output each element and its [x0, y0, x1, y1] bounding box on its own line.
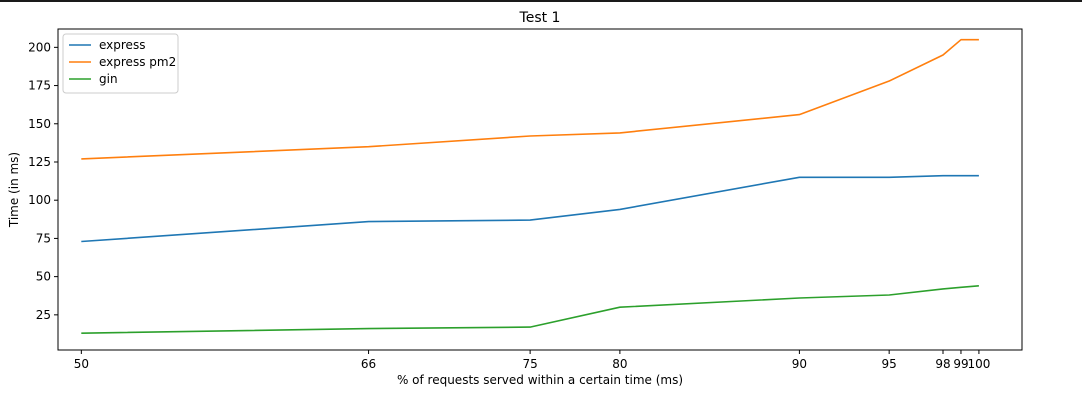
x-tick-label: 66 — [361, 357, 376, 371]
series-line-gin — [81, 285, 979, 334]
y-tick-label: 75 — [36, 231, 51, 245]
x-axis-label: % of requests served within a certain ti… — [397, 373, 683, 387]
series-line-express-pm2 — [81, 38, 979, 160]
legend-label: express — [99, 38, 145, 52]
y-tick-label: 150 — [28, 117, 51, 131]
x-tick-label: 99 — [953, 357, 968, 371]
x-tick-label: 90 — [792, 357, 807, 371]
x-tick-label: 100 — [967, 357, 990, 371]
series-line-express — [81, 174, 979, 243]
y-tick-label: 25 — [36, 308, 51, 322]
plot-area — [57, 28, 1023, 351]
plot-frame — [57, 28, 1023, 351]
legend-label: express pm2 — [99, 55, 176, 69]
legend-box — [62, 33, 179, 94]
x-tick-label: 80 — [612, 357, 627, 371]
y-axis-label: Time (in ms) — [7, 152, 21, 228]
y-tick-label: 125 — [28, 155, 51, 169]
y-tick-label: 50 — [36, 270, 51, 284]
x-tick-label: 98 — [935, 357, 950, 371]
legend: express express pm2 gin — [62, 33, 179, 94]
y-tick-label: 200 — [28, 40, 51, 54]
x-tick-label: 75 — [522, 357, 537, 371]
x-tick-label: 95 — [882, 357, 897, 371]
y-axis-ticks: 25 50 75 100 125 150 175 200 — [28, 40, 58, 322]
series-lines — [81, 38, 979, 334]
y-tick-label: 175 — [28, 79, 51, 93]
chart-title: Test 1 — [519, 10, 561, 26]
y-tick-label: 100 — [28, 193, 51, 207]
x-tick-label: 50 — [74, 357, 89, 371]
legend-label: gin — [99, 72, 118, 86]
window-top-border — [0, 0, 1082, 2]
